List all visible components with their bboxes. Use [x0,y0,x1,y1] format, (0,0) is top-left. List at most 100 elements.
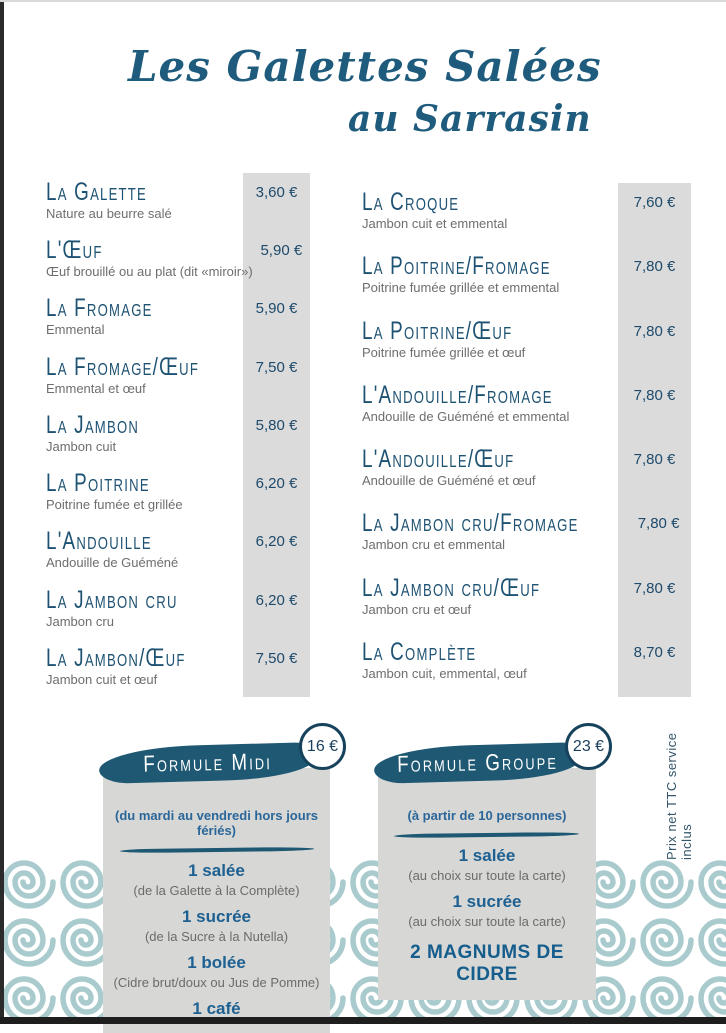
formule-groupe-subtitle: (à partir de 10 personnes) [407,808,567,823]
item-description: Emmental [46,322,105,338]
item-price: 8,70 € [633,643,676,661]
item-name: La Jambon [46,409,140,439]
item-description: Œuf brouillé ou au plat (dit «miroir») [46,264,253,280]
item-description: Poitrine fumée et grillée [46,497,183,513]
formule-item-label: 2 MAGNUMS DE CIDRE [410,942,564,985]
item-name: La Galette [46,176,148,206]
menu-item: La Jambon cru/Fromage Jambon cru et emmen… [362,504,691,568]
item-name: L'Andouille [46,526,152,555]
formule-midi-box: Formule Midi 16 € (du mardi au vendredi … [98,723,346,1033]
menu-item: La Poitrine/Fromage Poitrine fumée grillé… [362,247,691,311]
menu-item: La Jambon Jambon cuit 5,80 € [46,406,310,464]
item-description: Jambon cru et emmental [362,537,506,553]
menu-item: La Fromage/Œuf Emmental et œuf 7,50 € [46,348,310,406]
item-price: 5,90 € [255,300,298,318]
menu-item: L'Andouille/Fromage Andouille de Guéméné … [362,376,691,440]
formule-midi-price-badge: 16 € [299,723,346,770]
item-name: La Jambon cru/Œuf [362,572,541,601]
formule-groupe-price-badge: 23 € [565,723,612,770]
menu-title-line2: au Sarrasin [348,98,592,140]
item-price: 7,80 € [637,515,680,533]
item-price: 7,60 € [633,194,676,211]
menu-item: La Jambon cru/Œuf Jambon cru et œuf 7,80 … [362,569,691,633]
menu-item: La Poitrine Poitrine fumée et grillée 6,2… [46,464,310,522]
item-name: L'Andouille/Œuf [362,443,515,473]
item-name: La Fromage/Œuf [46,351,200,381]
menu-item: La Complète Jambon cuit, emmental, œuf 8,… [362,633,691,697]
formule-groupe-box: Formule Groupe 23 € (à partir de 10 pers… [373,723,612,1000]
menu-item: La Jambon/Œuf Jambon cuit et œuf 7,50 € [46,639,310,697]
item-description: Jambon cuit, emmental, œuf [362,665,527,681]
brush-divider [119,846,314,854]
item-description: Emmental et œuf [46,380,146,396]
menu-item: La Jambon cru Jambon cru 6,20 € [46,581,310,639]
brush-divider [394,831,580,839]
menu-item: L'Andouille/Œuf Andouille de Guéméné et œ… [362,440,691,504]
menu-title-line1: Les Galettes Salées [128,42,602,91]
item-description: Jambon cuit et œuf [46,671,158,687]
item-description: Jambon cuit [46,438,117,454]
item-name: La Jambon cru/Fromage [362,508,579,537]
menu-item: La Croque Jambon cuit et emmental 7,60 € [362,183,691,247]
formule-item-note: (Cidre brut/doux ou Jus de Pomme) [113,975,320,990]
item-price: 7,80 € [633,386,676,404]
item-name: La Complète [362,636,477,666]
item-description: Andouille de Guéméné [46,555,179,571]
menu-column-right: La Croque Jambon cuit et emmental 7,60 € … [362,183,691,697]
photo-edge-top [0,0,726,2]
item-price: 7,50 € [255,649,298,667]
price-bar-right [618,183,691,697]
item-price: 5,80 € [255,416,298,434]
formule-item-note: (de la Sucre à la Nutella) [144,929,289,944]
item-description: Poitrine fumée grillée et emmental [362,280,560,296]
item-name: La Poitrine/Fromage [362,251,551,280]
item-name: L'Œuf [46,235,103,264]
formule-groupe-title: Formule Groupe [397,747,559,778]
formule-midi-title: Formule Midi [142,748,273,777]
formule-item-note: (au choix sur toute la carte) [408,868,566,883]
formule-midi-subtitle: (du mardi au vendredi hors jours fériés) [115,808,318,838]
item-description: Poitrine fumée grillée et œuf [362,344,526,360]
item-price: 6,20 € [255,591,298,609]
photo-edge-bottom [0,1017,726,1024]
item-name: La Poitrine/Œuf [362,315,513,344]
item-price: 7,80 € [633,322,676,340]
item-name: L'Andouille/Fromage [362,379,553,409]
item-price: 6,20 € [255,475,298,493]
item-name: La Jambon cru [46,584,178,614]
menu-item: La Poitrine/Œuf Poitrine fumée grillée et… [362,312,691,376]
item-description: Andouille de Guéméné et emmental [362,408,570,424]
menu-column-left: La Galette Nature au beurre salé 3,60 € L… [46,173,310,697]
item-description: Andouille de Guéméné et œuf [362,473,536,488]
formule-item-label: 1 bolée [187,953,246,972]
item-price: 5,90 € [260,242,303,260]
item-name: La Croque [362,186,460,216]
item-price: 7,80 € [633,258,676,276]
formule-item-label: 1 salée [458,846,516,865]
item-price: 7,80 € [633,451,676,468]
item-description: Jambon cru et œuf [362,601,472,617]
formule-item-label: 1 sucrée [452,892,522,911]
item-price: 3,60 € [255,184,298,201]
formule-item-label: 1 café [192,999,241,1018]
menu-item: L'Œuf Œuf brouillé ou au plat (dit «miroi… [46,231,310,289]
formule-item-label: 1 sucrée [182,907,251,926]
formule-item-note: (de la Galette à la Complète) [133,883,300,898]
price-bar-left [243,173,310,697]
item-name: La Poitrine [46,467,150,497]
item-name: La Jambon/Œuf [46,642,186,672]
photo-edge-left [0,0,4,1024]
item-price: 7,50 € [255,358,298,376]
price-disclaimer-vertical: Prix net TTC service inclus [664,732,694,860]
item-price: 6,20 € [255,533,298,551]
item-description: Jambon cru [46,613,114,629]
formule-item-label: 1 salée [188,861,245,880]
menu-item: La Galette Nature au beurre salé 3,60 € [46,173,310,231]
item-price: 7,80 € [633,579,676,597]
item-name: La Fromage [46,293,153,322]
menu-item: La Fromage Emmental 5,90 € [46,289,310,347]
item-description: Nature au beurre salé [46,206,172,221]
item-description: Jambon cuit et emmental [362,216,508,231]
menu-item: L'Andouille Andouille de Guéméné 6,20 € [46,522,310,580]
formule-item-note: (au choix sur toute la carte) [408,914,566,929]
